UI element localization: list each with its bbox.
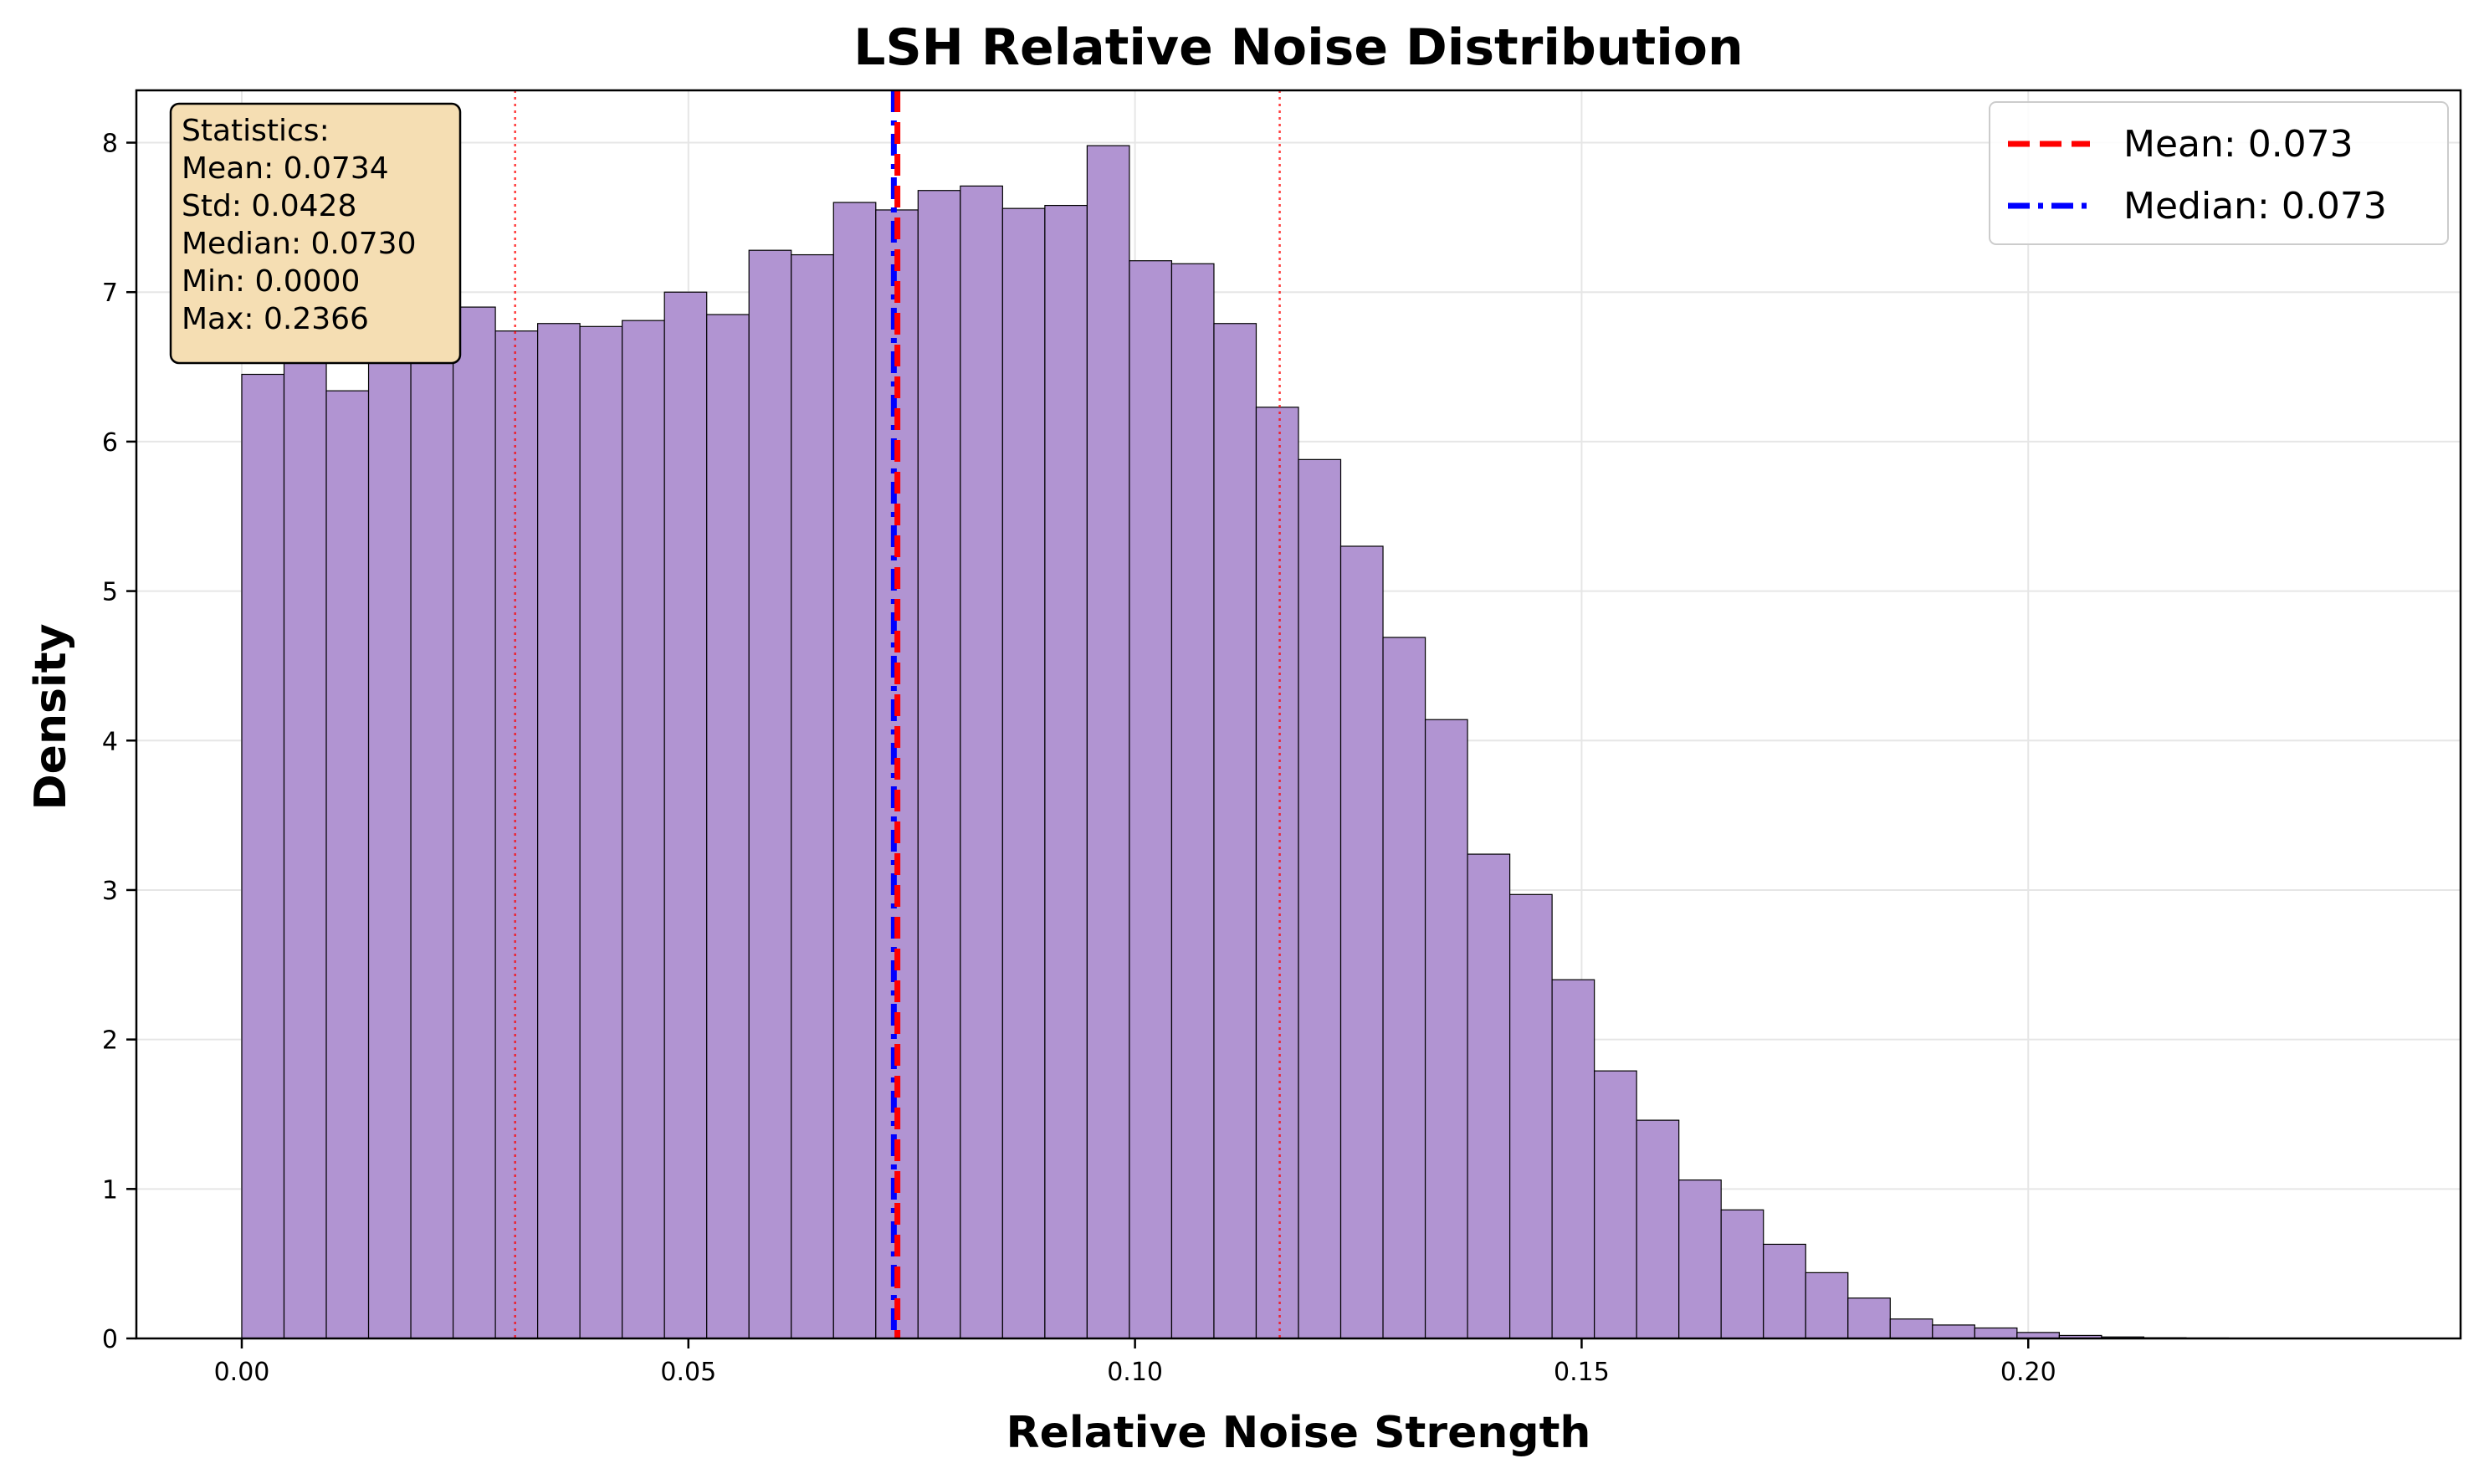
histogram-bar [1594, 1070, 1637, 1339]
reference-lines [514, 90, 1281, 1338]
histogram-bar [1805, 1272, 1849, 1339]
statistics-box: Statistics: Mean: 0.0734 Std: 0.0428 Med… [169, 102, 462, 365]
histogram-bar [706, 314, 750, 1339]
y-tick-label: 3 [102, 877, 118, 906]
y-tick-label: 8 [102, 130, 118, 159]
y-tick-label: 0 [102, 1325, 118, 1354]
histogram-bar [1974, 1327, 2018, 1339]
y-axis-ticks: 0 1 2 3 4 5 6 7 8 [102, 130, 136, 1354]
histogram-bar [663, 291, 708, 1339]
histogram-bar [367, 359, 412, 1339]
statistics-box-line: Min: 0.0000 [182, 264, 360, 299]
histogram-bar [1847, 1297, 1891, 1339]
x-tick-label: 0.15 [1554, 1358, 1610, 1387]
histogram-bar [1509, 893, 1553, 1339]
histogram-bar [1424, 719, 1468, 1339]
statistics-box-line: Std: 0.0428 [182, 189, 356, 223]
histogram-bar [1720, 1209, 1764, 1339]
histogram-bar [1467, 853, 1511, 1339]
histogram-bar [622, 320, 665, 1339]
histogram-bar [1170, 263, 1215, 1339]
x-tick-label: 0.05 [660, 1358, 716, 1387]
histogram-bar [452, 306, 496, 1339]
histogram-bar [748, 249, 792, 1339]
y-tick-label: 7 [102, 279, 118, 308]
histogram-bar [1763, 1243, 1806, 1339]
legend: Mean: 0.073 Median: 0.073 [1989, 101, 2449, 245]
histogram-bar [325, 390, 370, 1339]
histogram-bar [241, 373, 285, 1339]
histogram-bar [1255, 407, 1299, 1339]
y-tick-label: 2 [102, 1026, 118, 1056]
histogram-bar [832, 202, 877, 1339]
histogram-bar [1678, 1179, 1722, 1339]
y-tick-label: 4 [102, 727, 118, 756]
chart-title: LSH Relative Noise Distribution [853, 18, 1744, 77]
y-axis-title: Density [26, 624, 76, 811]
histogram-bar [1001, 207, 1046, 1339]
histogram-bar [1339, 545, 1384, 1339]
histogram-bar [1889, 1318, 1933, 1339]
histogram-bar [494, 330, 539, 1339]
histogram-bar [1086, 145, 1130, 1339]
histogram-bar [960, 185, 1003, 1339]
x-axis-title: Relative Noise Strength [1006, 1408, 1591, 1458]
legend-mean-label: Mean: 0.073 [2123, 123, 2353, 166]
y-tick-label: 5 [102, 578, 118, 607]
histogram-bar [917, 190, 961, 1339]
histogram-bar [1636, 1119, 1680, 1339]
histogram-bar [791, 253, 834, 1339]
statistics-box-line: Median: 0.0730 [182, 227, 416, 261]
histogram-bar [1213, 323, 1257, 1339]
histogram-bar [1298, 458, 1342, 1339]
x-axis-ticks: 0.00 0.05 0.10 0.15 0.20 [214, 1338, 2056, 1387]
plot-frame [135, 89, 2462, 1340]
legend-median-label: Median: 0.073 [2123, 185, 2387, 228]
histogram-bar [283, 344, 327, 1339]
histogram-bars [241, 145, 2356, 1339]
statistics-box-line: Max: 0.2366 [182, 302, 369, 336]
legend-frame [1989, 101, 2449, 245]
histogram-bar [1044, 204, 1088, 1339]
x-tick-label: 0.20 [2000, 1358, 2056, 1387]
histogram-bar [410, 351, 454, 1339]
y-tick-label: 1 [102, 1175, 118, 1205]
x-tick-label: 0.10 [1107, 1358, 1163, 1387]
histogram-bar [579, 325, 623, 1339]
statistics-box-line: Statistics: [182, 114, 330, 148]
histogram-bar [1932, 1324, 1975, 1339]
histogram-bar [1382, 637, 1426, 1339]
histogram-bar [1129, 260, 1173, 1339]
histogram-bar [537, 323, 581, 1339]
x-tick-label: 0.00 [214, 1358, 270, 1387]
histogram-bar [1551, 979, 1595, 1339]
statistics-box-background [169, 102, 462, 365]
statistics-box-line: Mean: 0.0734 [182, 151, 389, 186]
y-tick-label: 6 [102, 428, 118, 458]
